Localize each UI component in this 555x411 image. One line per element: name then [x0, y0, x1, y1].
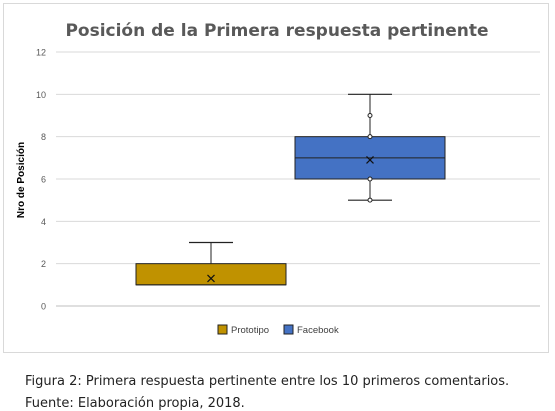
- chart-frame: [3, 3, 549, 353]
- y-axis-label: Nro de Posición: [16, 142, 27, 218]
- box-body: [135, 263, 287, 286]
- data-point: [367, 176, 373, 182]
- box-facebook: [294, 93, 446, 203]
- boxes: [135, 93, 446, 286]
- box-prototipo: [135, 241, 287, 286]
- legend-item-prototipo: Prototipo: [217, 324, 269, 336]
- legend-swatch: [283, 324, 294, 335]
- figure-caption: Figura 2: Primera respuesta pertinente e…: [25, 374, 510, 389]
- box-plot-chart: Posición de la Primera respuesta pertine…: [16, 21, 540, 336]
- y-tick-label: 0: [41, 302, 46, 312]
- y-tick-label: 10: [36, 90, 46, 100]
- y-tick-label: 8: [41, 132, 46, 142]
- y-tick-label: 4: [41, 217, 46, 227]
- y-tick-label: 2: [41, 259, 46, 269]
- y-tick-label: 6: [41, 175, 46, 185]
- legend-label: Facebook: [297, 325, 339, 336]
- legend-swatch: [217, 324, 228, 335]
- legend-label: Prototipo: [231, 325, 269, 336]
- figure-source: Fuente: Elaboración propia, 2018.: [25, 396, 245, 411]
- mean-marker: [207, 274, 215, 283]
- mean-marker: [366, 156, 374, 164]
- legend: Prototipo Facebook: [217, 324, 339, 336]
- data-point: [367, 113, 373, 118]
- chart-title: Posición de la Primera respuesta pertine…: [65, 21, 488, 41]
- y-tick-label: 12: [36, 48, 46, 58]
- legend-item-facebook: Facebook: [283, 324, 339, 336]
- data-point: [367, 134, 373, 140]
- data-point: [367, 197, 373, 203]
- y-axis-ticks: 0 2 4 6 8 10 12: [36, 48, 46, 312]
